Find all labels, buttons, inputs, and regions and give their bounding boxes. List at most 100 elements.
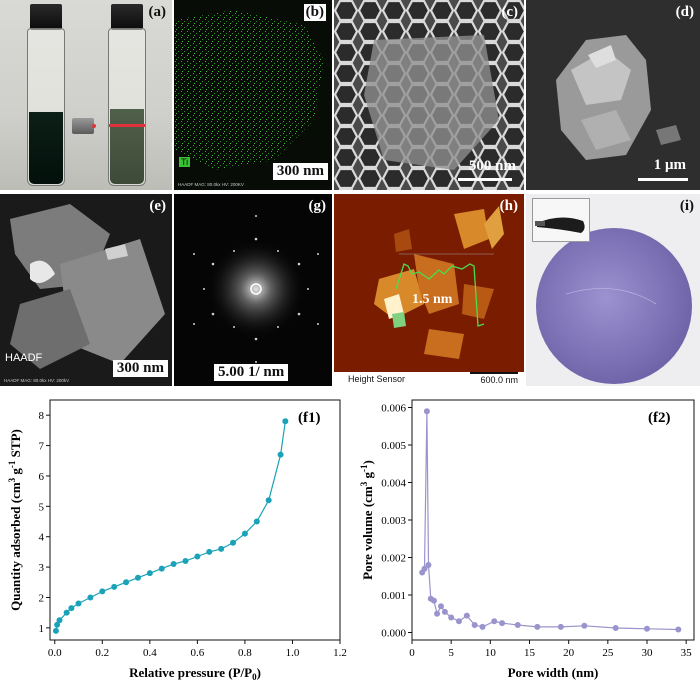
f1-y-axis-label: Quantity adsorbed (cm3 g-1 STP) xyxy=(7,429,23,611)
f2-data-point xyxy=(425,562,432,568)
f1-data-point xyxy=(111,583,118,590)
vial-cap-right xyxy=(111,4,143,30)
f1-data-point xyxy=(241,530,248,537)
f2-data-point xyxy=(514,622,521,628)
f2-x-tick-label: 0 xyxy=(409,647,415,659)
f1-y-tick-label: 7 xyxy=(39,441,45,453)
f1-data-point xyxy=(123,579,130,586)
green-dispersion xyxy=(110,109,144,184)
f2-data-point xyxy=(430,597,437,604)
panel-label-i: (i) xyxy=(679,198,694,214)
f1-x-tick-label: 0.6 xyxy=(191,647,205,659)
honeycomb xyxy=(334,0,524,190)
height-sensor-label: Height Sensor xyxy=(348,374,406,384)
afm-image: 1.5 nm (h) xyxy=(334,194,524,372)
f2-data-point xyxy=(581,622,588,629)
f2-x-axis-label: Pore width (nm) xyxy=(508,665,599,680)
panel-label-g: (g) xyxy=(308,198,327,214)
dark-dispersion xyxy=(29,112,63,184)
f1-data-point xyxy=(158,565,165,572)
vial-right xyxy=(108,28,146,186)
scale-e: 300 nm xyxy=(112,360,168,377)
f1-y-tick-label: 6 xyxy=(39,471,45,483)
f1-x-tick-label: 1.2 xyxy=(333,647,347,659)
vial-cap-left xyxy=(30,4,62,30)
panel-c-sem-honeycomb: 500 nm (c) xyxy=(334,0,524,190)
f1-plot-frame xyxy=(49,399,341,641)
f1-data-point xyxy=(194,553,201,560)
particle xyxy=(556,35,681,160)
f2-x-tick-label: 20 xyxy=(563,647,575,659)
panel-label-c: (c) xyxy=(501,4,518,20)
f2-x-tick-label: 10 xyxy=(485,647,497,659)
scalebar-c xyxy=(458,178,512,181)
f1-data-point xyxy=(277,451,284,458)
f2-y-tick-label: 0.003 xyxy=(381,515,406,527)
panel-label-d: (d) xyxy=(675,4,694,20)
diffraction-pattern xyxy=(193,215,319,363)
f1-y-tick-label: 1 xyxy=(39,623,45,635)
scale-c: 500 nm xyxy=(468,158,516,174)
f2-x-tick-label: 35 xyxy=(681,647,693,659)
f2-data-point xyxy=(612,625,619,631)
panel-d-sem-particle: 1 μm (d) xyxy=(526,0,700,190)
f2-data-point xyxy=(471,622,478,628)
f1-x-tick-label: 0.2 xyxy=(95,647,109,659)
f1-y-tick-label: 4 xyxy=(39,532,45,544)
f2-plot-frame xyxy=(411,399,695,641)
f1-data-point xyxy=(206,548,213,555)
chart-f1-isotherm: (f1) 0.0 0.2 0.4 0.6 0.8 1.0 1.2 1 2 3 4 5 6 7 8 Rela… xyxy=(7,399,347,682)
f1-data-point xyxy=(52,627,59,634)
micro-info-b: HAADF MAG: 80.0kx HV: 200KV xyxy=(178,182,244,187)
panel-label-b: (b) xyxy=(303,4,326,21)
f2-x-tick-label: 25 xyxy=(602,647,614,659)
panel-i-membrane: (i) xyxy=(526,194,700,386)
f1-x-tick-label: 0.4 xyxy=(143,647,157,659)
f1-panel-label: (f1) xyxy=(298,410,321,426)
scale-b: 300 nm xyxy=(272,163,328,180)
f1-data-point xyxy=(230,539,237,546)
scale-g: 5.00 1/ nm xyxy=(214,364,289,381)
f2-x-tick-label: 15 xyxy=(524,647,536,659)
f2-data-point xyxy=(557,623,564,630)
f1-y-tick-label: 2 xyxy=(39,592,45,604)
f1-data-point xyxy=(75,600,82,607)
membrane-disc xyxy=(536,228,692,384)
chart-f2-pore-distribution: (f2) 0 5 10 15 20 25 30 35 0.000 0.001 0.002 0.003… xyxy=(359,399,695,680)
f1-y-tick-label: 5 xyxy=(39,501,45,513)
f1-data-point xyxy=(170,561,177,568)
panel-b-eds-map: Ti HAADF MAG: 80.0kx HV: 200KV 300 nm (b… xyxy=(174,0,332,190)
f1-data-point xyxy=(265,497,272,504)
scale-d: 1 μm xyxy=(653,157,686,173)
f1-x-tick-label: 1.0 xyxy=(286,647,300,659)
f2-data-point xyxy=(423,408,430,415)
f1-x-axis-label: Relative pressure (P/P0) xyxy=(129,665,261,682)
flakes xyxy=(10,204,165,369)
f2-y-axis-label: Pore volume (cm3 g-1) xyxy=(359,460,375,580)
scale-h: 600.0 nm xyxy=(480,375,518,385)
f2-data-point xyxy=(434,610,441,617)
panel-label-h: (h) xyxy=(499,198,518,214)
haadf-tag: HAADF xyxy=(5,352,43,364)
f2-y-tick-label: 0.006 xyxy=(381,403,406,415)
f2-panel-label: (f2) xyxy=(648,410,671,426)
f1-data-point xyxy=(253,518,260,525)
f1-data-point xyxy=(182,558,189,565)
f2-data-point xyxy=(644,625,650,632)
panel-a-photo: (a) xyxy=(0,0,172,190)
f1-data-point xyxy=(282,418,289,425)
f2-y-tick-label: 0.000 xyxy=(381,628,406,640)
laser-beam xyxy=(109,124,145,127)
f2-data-point xyxy=(441,608,448,615)
f1-data-point xyxy=(134,574,141,581)
f2-data-point xyxy=(499,620,506,627)
vial-left xyxy=(27,28,65,186)
panel-label-a: (a) xyxy=(148,4,167,20)
scalebar-h xyxy=(470,372,518,374)
f2-y-tick-label: 0.002 xyxy=(381,553,406,565)
f1-data-point xyxy=(146,570,153,577)
panel-h-afm: 1.5 nm (h) Height Sensor 600.0 nm xyxy=(334,194,524,386)
f2-data-point xyxy=(479,623,486,630)
micro-info-e: HAADF MAG: 80.0kx HV: 200kV xyxy=(4,378,70,383)
f2-data-point xyxy=(463,612,470,619)
